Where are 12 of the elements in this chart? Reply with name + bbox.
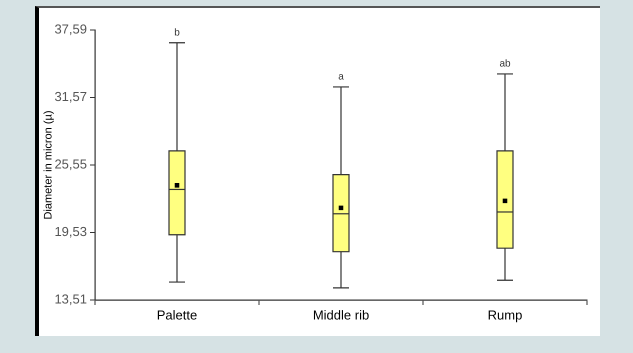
- x-tick-label: Palette: [156, 307, 198, 322]
- x-tick-label: Middle rib: [312, 307, 370, 322]
- annotation: b: [174, 28, 180, 39]
- y-tick-label: 19,53: [54, 224, 87, 240]
- y-tick-label: 37,59: [54, 22, 87, 37]
- annotation: ab: [499, 58, 511, 70]
- y-tick-label: 25,55: [54, 156, 87, 172]
- y-axis-title: Diameter in micron (µ): [42, 110, 55, 220]
- y-tick-label: 31,57: [54, 89, 87, 104]
- y-tick-label: 13,51: [54, 292, 87, 307]
- x-tick-label: Rump: [488, 307, 522, 322]
- annotation: a: [338, 72, 344, 83]
